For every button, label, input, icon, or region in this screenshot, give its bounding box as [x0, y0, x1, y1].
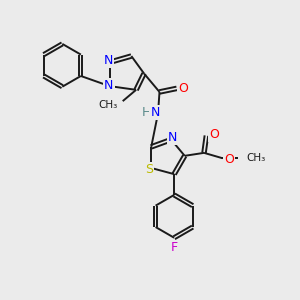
Text: N: N [168, 131, 177, 144]
Text: F: F [171, 241, 178, 254]
Text: CH₃: CH₃ [98, 100, 117, 110]
Text: O: O [209, 128, 219, 141]
Text: O: O [224, 153, 234, 166]
Text: O: O [178, 82, 188, 95]
Text: H: H [142, 106, 152, 119]
Text: S: S [145, 163, 153, 176]
Text: N: N [150, 106, 160, 119]
Text: CH₃: CH₃ [246, 153, 266, 163]
Text: N: N [104, 79, 114, 92]
Text: N: N [103, 54, 113, 67]
